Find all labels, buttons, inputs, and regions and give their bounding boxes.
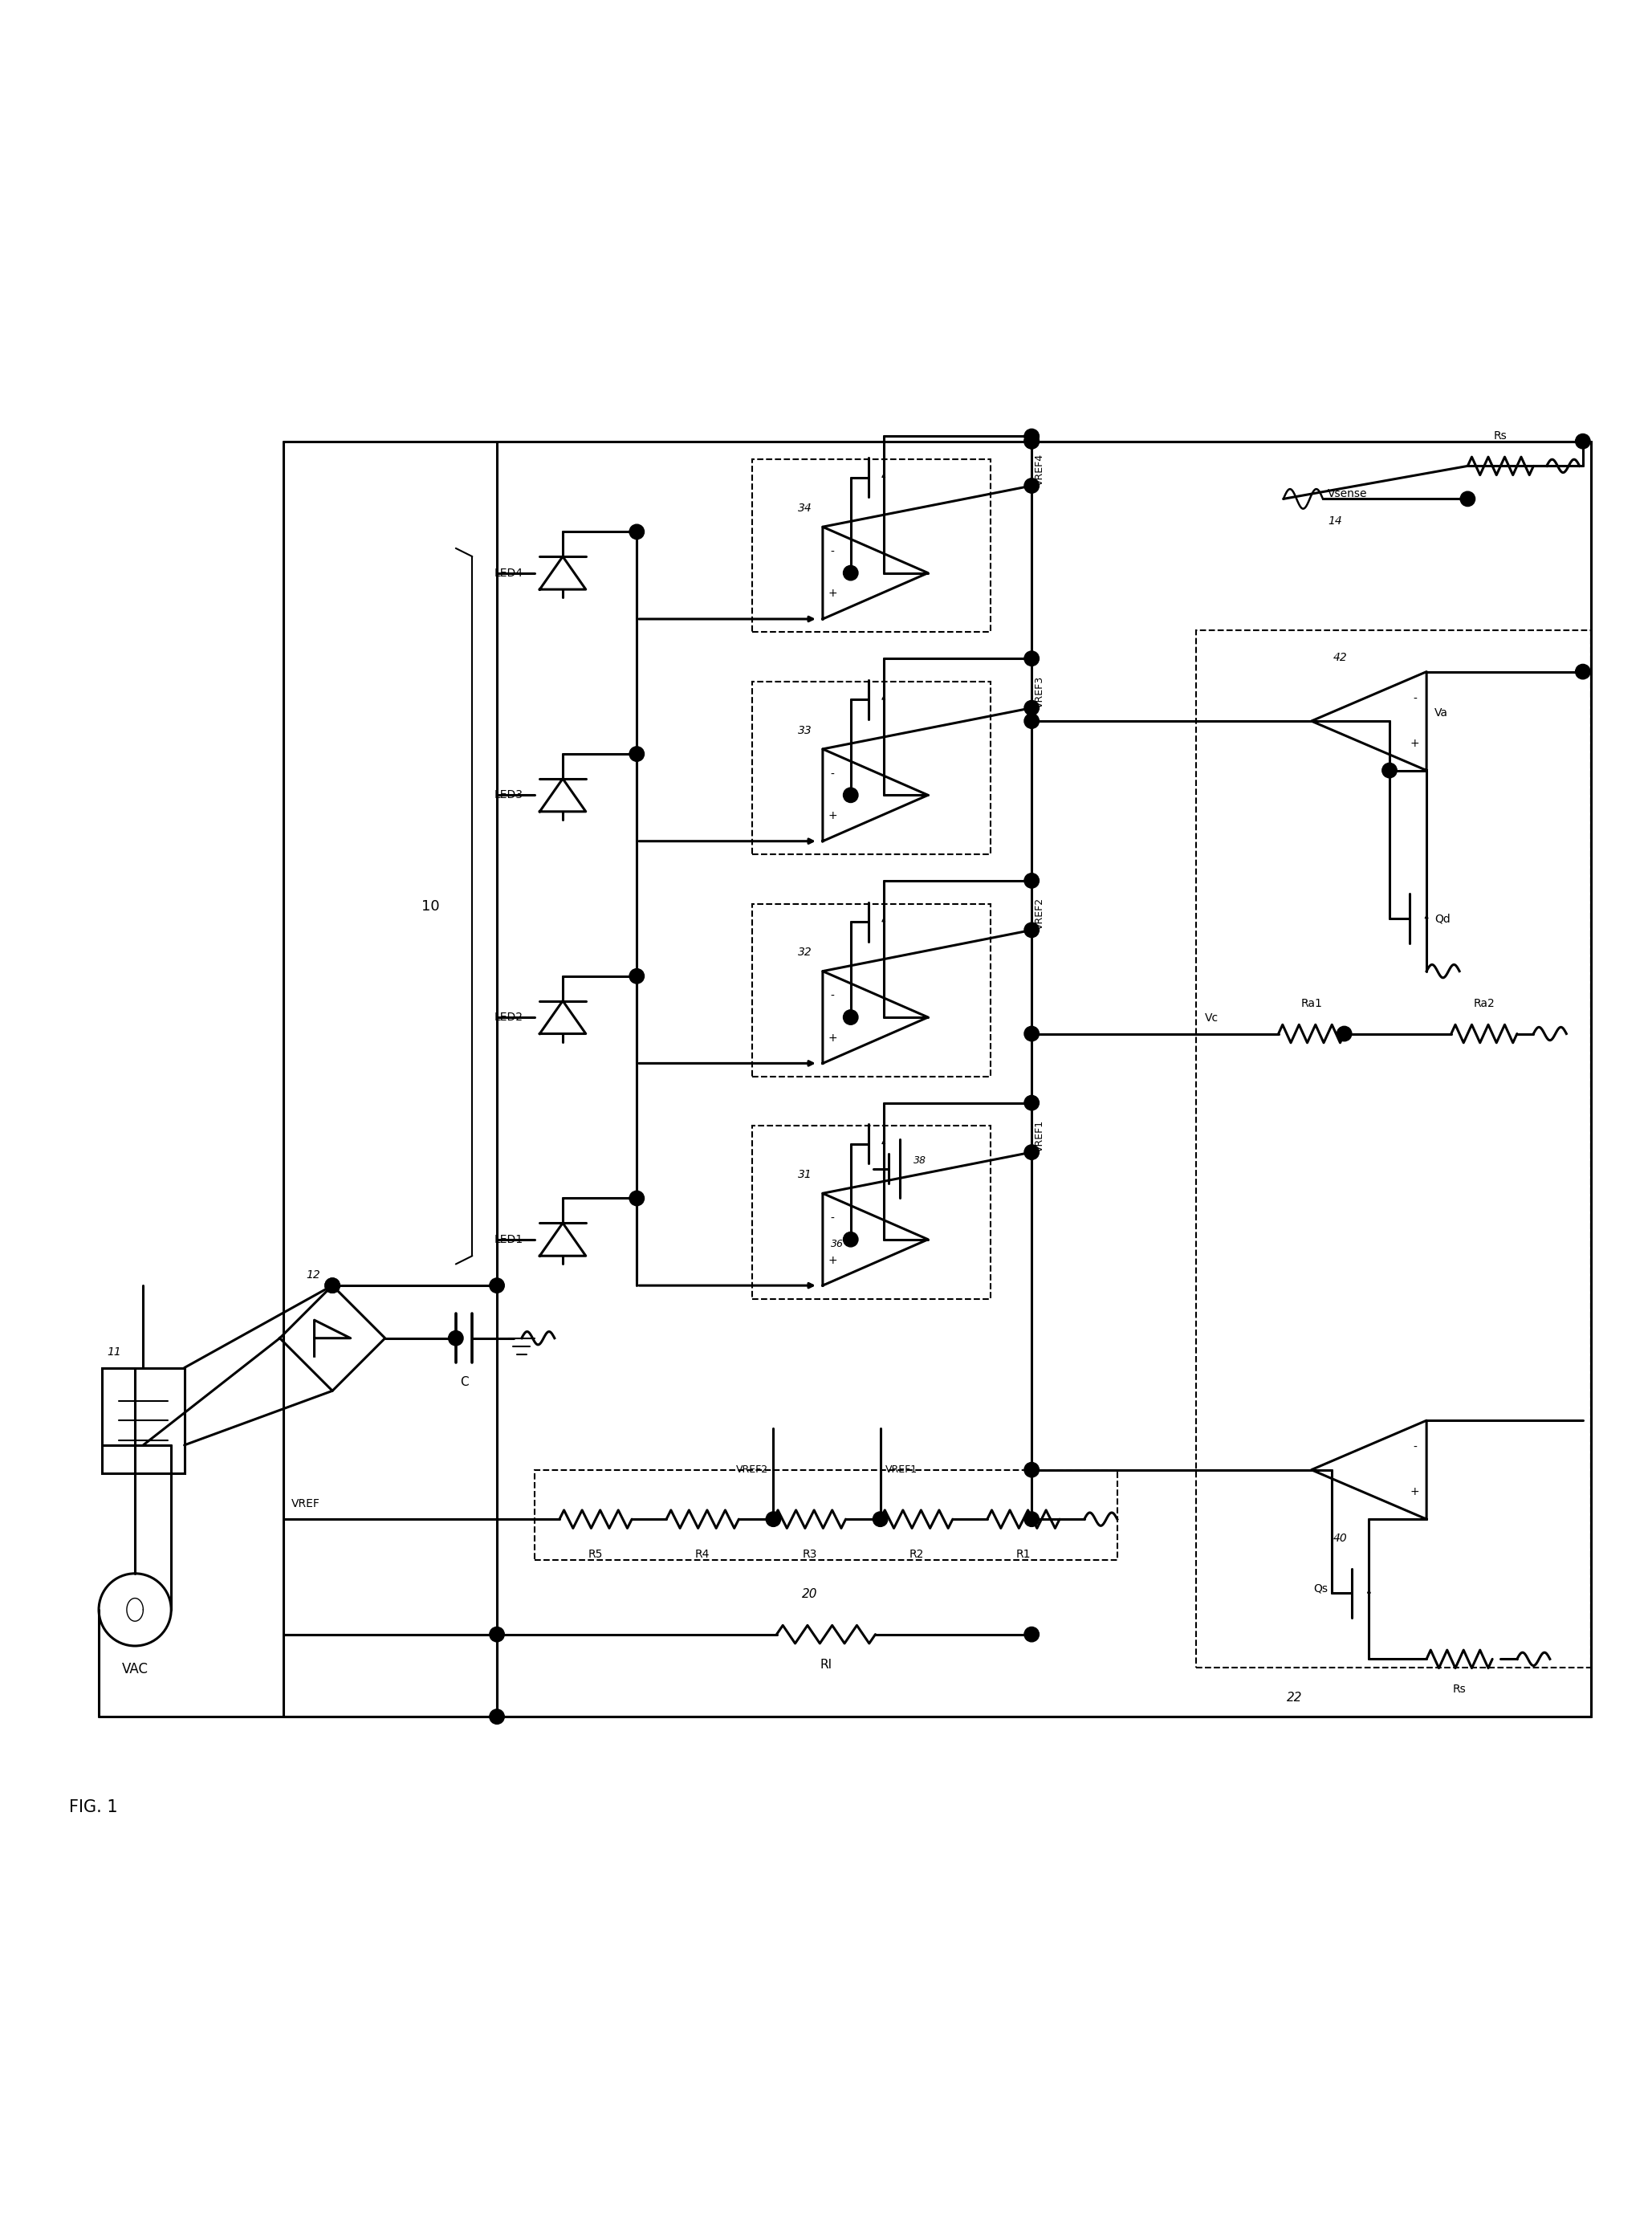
Circle shape (1024, 922, 1039, 937)
Circle shape (1024, 1627, 1039, 1643)
Circle shape (1336, 1027, 1351, 1040)
Circle shape (1024, 873, 1039, 888)
Bar (102, 1368, 185, 1473)
Text: -: - (1412, 1442, 1417, 1453)
Text: 38: 38 (914, 1156, 927, 1165)
Circle shape (629, 1192, 644, 1205)
Bar (752, 1125, 991, 1299)
Text: Va: Va (1436, 708, 1449, 719)
Text: LED4: LED4 (494, 567, 524, 578)
Circle shape (1024, 478, 1039, 493)
Circle shape (767, 1511, 781, 1527)
Text: 33: 33 (798, 725, 813, 737)
Text: VAC: VAC (122, 1663, 149, 1676)
Text: Qs: Qs (1313, 1582, 1328, 1594)
Text: FIG. 1: FIG. 1 (69, 1799, 117, 1815)
Text: Qd: Qd (1436, 913, 1450, 924)
Text: Ra1: Ra1 (1300, 998, 1322, 1009)
Circle shape (1024, 652, 1039, 665)
Circle shape (1576, 665, 1591, 679)
Circle shape (1024, 1096, 1039, 1109)
Text: RI: RI (819, 1658, 833, 1672)
Text: +: + (828, 587, 838, 600)
Text: +: + (828, 1254, 838, 1266)
Text: -: - (831, 991, 834, 1002)
Text: R5: R5 (588, 1549, 603, 1560)
Circle shape (1024, 433, 1039, 449)
Text: 14: 14 (1328, 516, 1341, 527)
Circle shape (489, 1279, 504, 1292)
Circle shape (325, 1279, 340, 1292)
Text: -: - (831, 1212, 834, 1225)
Text: +: + (1411, 1487, 1419, 1498)
Text: VREF2: VREF2 (737, 1464, 768, 1475)
Text: 20: 20 (801, 1589, 818, 1600)
Text: VREF2: VREF2 (1034, 897, 1046, 931)
Text: +: + (1411, 737, 1419, 750)
Circle shape (1024, 1027, 1039, 1040)
Text: Rs: Rs (1452, 1683, 1467, 1694)
Text: VREF: VREF (291, 1498, 320, 1509)
Text: 22: 22 (1287, 1692, 1303, 1703)
Bar (1196, 629, 1591, 1667)
Text: 42: 42 (1333, 652, 1348, 663)
Circle shape (629, 525, 644, 540)
Text: LED1: LED1 (494, 1234, 524, 1245)
Text: -: - (831, 547, 834, 558)
Circle shape (843, 1232, 857, 1248)
Text: R2: R2 (909, 1549, 923, 1560)
Circle shape (1460, 491, 1475, 507)
Circle shape (1024, 429, 1039, 444)
Circle shape (1024, 714, 1039, 728)
Text: VREF3: VREF3 (1034, 676, 1046, 708)
Text: LED2: LED2 (494, 1011, 524, 1022)
Circle shape (489, 1710, 504, 1723)
Bar (752, 460, 991, 632)
Circle shape (1024, 433, 1039, 449)
Circle shape (1383, 763, 1398, 777)
Circle shape (1024, 1462, 1039, 1478)
Text: LED3: LED3 (494, 790, 524, 801)
Text: VREF1: VREF1 (1034, 1120, 1046, 1152)
Circle shape (843, 788, 857, 804)
Circle shape (1024, 701, 1039, 714)
Circle shape (629, 969, 644, 984)
Text: Vc: Vc (1204, 1013, 1218, 1024)
Text: Rs: Rs (1493, 431, 1507, 442)
Bar (752, 681, 991, 855)
Text: Ra2: Ra2 (1474, 998, 1495, 1009)
Text: +: + (828, 810, 838, 821)
Circle shape (843, 1009, 857, 1024)
Text: R4: R4 (695, 1549, 710, 1560)
Circle shape (872, 1511, 887, 1527)
Circle shape (448, 1330, 463, 1346)
Text: 31: 31 (798, 1170, 813, 1181)
Circle shape (1024, 1511, 1039, 1527)
Circle shape (325, 1279, 340, 1292)
Text: 11: 11 (107, 1346, 121, 1357)
Text: VREF4: VREF4 (1034, 453, 1046, 487)
Text: 34: 34 (798, 502, 813, 513)
Text: 40: 40 (1333, 1533, 1348, 1545)
Text: C: C (459, 1375, 468, 1388)
Text: 36: 36 (831, 1239, 844, 1250)
Circle shape (489, 1627, 504, 1643)
Circle shape (629, 745, 644, 761)
Circle shape (1576, 433, 1591, 449)
Text: R3: R3 (803, 1549, 818, 1560)
Circle shape (1024, 1145, 1039, 1161)
Text: 12: 12 (306, 1270, 320, 1281)
Text: 32: 32 (798, 946, 813, 958)
Bar (752, 904, 991, 1076)
Text: R1: R1 (1016, 1549, 1031, 1560)
Text: VREF1: VREF1 (885, 1464, 917, 1475)
Text: Vsense: Vsense (1328, 489, 1368, 500)
Text: -: - (1412, 694, 1417, 705)
Text: +: + (828, 1033, 838, 1045)
Text: -: - (831, 768, 834, 779)
Bar (535, 1471, 1117, 1560)
Text: 10: 10 (421, 899, 439, 913)
Circle shape (843, 565, 857, 580)
